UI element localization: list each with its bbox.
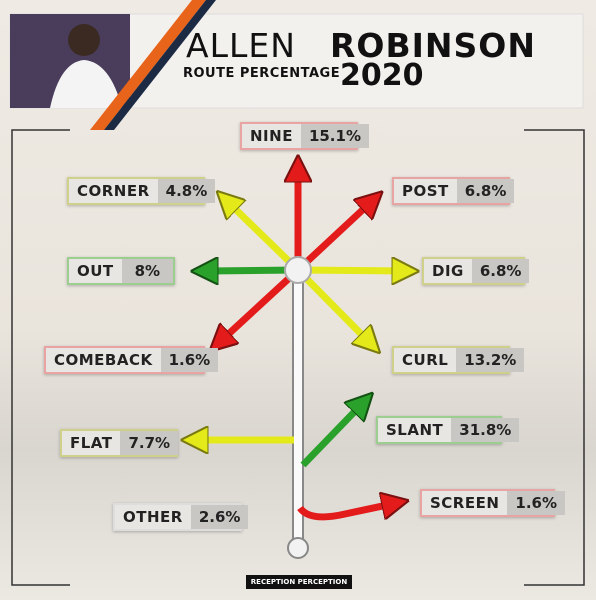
route-arrows	[198, 172, 402, 521]
route-value: 6.8%	[471, 259, 530, 283]
route-name: SLANT	[378, 418, 452, 442]
route-box: OTHER 2.6%	[113, 503, 249, 531]
arrow-out	[208, 270, 299, 271]
arrow-slant	[300, 405, 361, 468]
route-box: FLAT 7.7%	[60, 429, 179, 457]
route-name: DIG	[424, 259, 472, 283]
arrow-comeback	[222, 267, 301, 340]
arrow-dig	[297, 270, 402, 271]
route-box: SLANT 31.8%	[376, 416, 520, 444]
stripe-orange	[90, 0, 206, 130]
route-box: OUT 8%	[67, 257, 175, 285]
arrow-post	[295, 203, 370, 273]
player-head	[68, 24, 100, 56]
route-name: OUT	[69, 259, 122, 283]
route-name: NINE	[242, 124, 301, 148]
route-value: 1.6%	[507, 491, 566, 515]
route-value: 6.8%	[456, 179, 515, 203]
stripe-navy	[104, 0, 216, 130]
route-box: DIG 6.8%	[422, 257, 530, 285]
logo: RECEPTION PERCEPTION	[246, 575, 352, 589]
player-jersey	[50, 60, 122, 108]
route-name: CORNER	[69, 179, 158, 203]
route-value: 2.6%	[190, 505, 249, 529]
route-value: 4.8%	[157, 179, 216, 203]
year: 2020	[340, 58, 424, 93]
arrow-screen	[297, 504, 392, 521]
route-value: 13.2%	[456, 348, 525, 372]
title-first-name: ALLEN	[186, 26, 296, 65]
route-name: OTHER	[115, 505, 191, 529]
route-start	[287, 537, 309, 559]
title-last-name: ROBINSON	[330, 26, 536, 65]
route-name: CURL	[394, 348, 457, 372]
route-name: SCREEN	[422, 491, 508, 515]
route-value: 7.7%	[120, 431, 179, 455]
route-name: FLAT	[62, 431, 121, 455]
route-value: 1.6%	[160, 348, 219, 372]
route-box: CURL 13.2%	[392, 346, 525, 374]
subtitle: ROUTE PERCENTAGE	[183, 66, 341, 81]
frame-brackets	[11, 129, 585, 586]
arrow-curl	[295, 267, 368, 341]
route-box: POST 6.8%	[392, 177, 515, 205]
route-value: 8%	[121, 259, 173, 283]
arrow-corner	[229, 203, 301, 273]
route-box: SCREEN 1.6%	[420, 489, 566, 517]
route-value: 31.8%	[451, 418, 520, 442]
route-name: COMEBACK	[46, 348, 161, 372]
route-name: POST	[394, 179, 457, 203]
route-value: 15.1%	[300, 124, 369, 148]
route-box: CORNER 4.8%	[67, 177, 216, 205]
route-box: COMEBACK 1.6%	[44, 346, 219, 374]
route-hub	[284, 256, 312, 284]
route-box: NINE 15.1%	[240, 122, 369, 150]
